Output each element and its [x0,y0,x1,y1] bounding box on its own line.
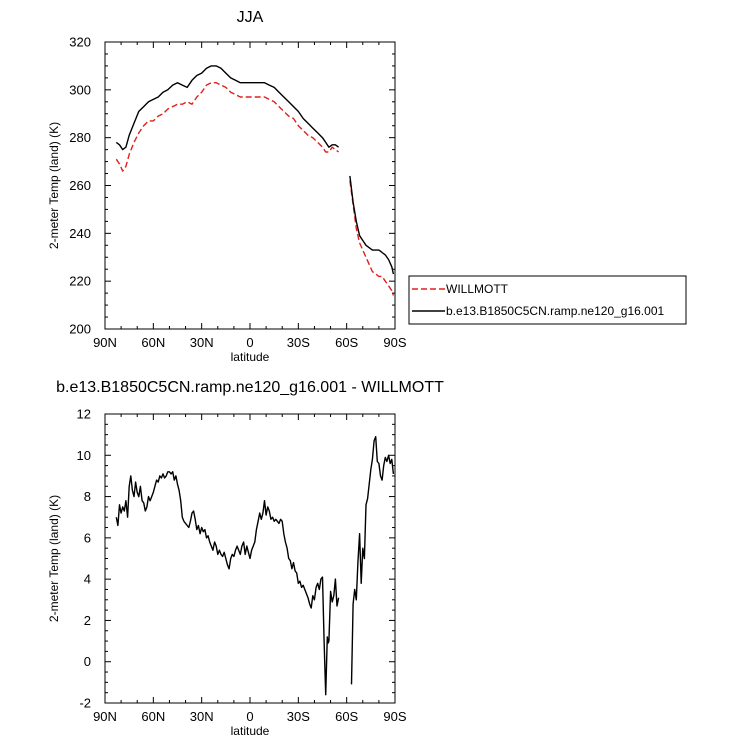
series-line-solid [115,471,340,696]
y-axis-label: 2-meter Temp (land) (K) [47,122,61,249]
x-tick-label: 90N [93,709,117,724]
series-line-dashed [349,180,395,296]
y-tick-label: 220 [69,274,91,289]
y-tick-label: 260 [69,178,91,193]
y-tick-label: 4 [84,572,91,587]
y-tick-label: 280 [69,130,91,145]
series-line-solid [350,436,395,685]
y-tick-label: 2 [84,613,91,628]
series-line-solid [115,65,340,151]
x-tick-label: 90N [93,335,117,350]
x-axis-label: latitude [231,350,270,364]
y-tick-label: 0 [84,654,91,669]
bottom-plot: b.e13.B1850C5CN.ramp.ne120_g16.001 - WIL… [47,379,444,738]
y-tick-label: 200 [69,322,91,337]
x-tick-label: 30S [287,709,310,724]
series-line-solid [349,175,395,275]
x-tick-label: 60S [335,335,358,350]
x-axis-label: latitude [231,724,270,738]
x-tick-label: 30N [190,335,214,350]
chart-title: b.e13.B1850C5CN.ramp.ne120_g16.001 - WIL… [56,379,444,396]
series-line-dashed [115,82,340,172]
y-tick-label: 320 [69,35,91,50]
y-tick-label: 300 [69,82,91,97]
y-tick-label: 10 [77,448,91,463]
top-plot: JJA 90N 60N 30N 0 30S 60S 90S 200 220 240 260 280 300… [47,9,687,364]
y-axis-label: 2-meter Temp (land) (K) [47,495,61,622]
x-tick-label: 60S [335,709,358,724]
y-tick-label: -2 [79,696,91,711]
chart-title: JJA [237,9,264,26]
x-tick-label: 90S [383,709,406,724]
legend-box [408,275,687,325]
x-tick-label: 90S [383,335,406,350]
x-tick-label: 0 [246,709,253,724]
legend-entry: WILLMOTT [446,282,509,296]
y-tick-label: 6 [84,530,91,545]
x-tick-label: 60N [141,335,165,350]
y-tick-label: 12 [77,407,91,422]
y-tick-label: 240 [69,226,91,241]
x-tick-label: 60N [141,709,165,724]
y-tick-label: 8 [84,489,91,504]
x-tick-label: 30N [190,709,214,724]
legend-entry: b.e13.B1850C5CN.ramp.ne120_g16.001 [446,304,664,318]
x-tick-label: 0 [246,335,253,350]
x-tick-label: 30S [287,335,310,350]
